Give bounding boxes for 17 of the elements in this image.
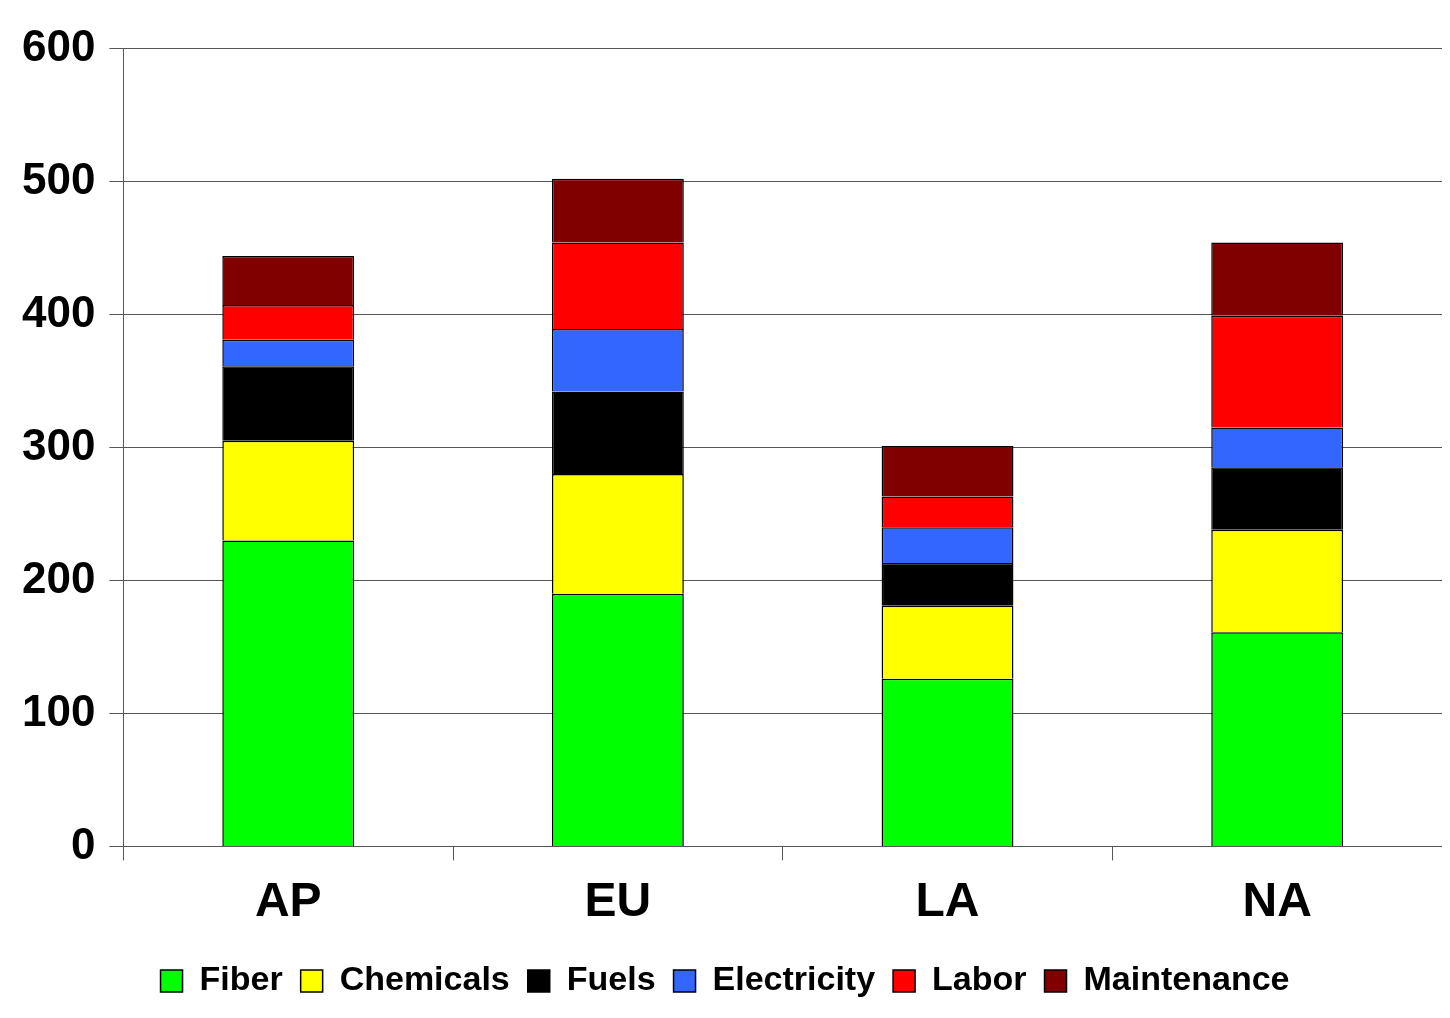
y-tick-label: 200 — [21, 552, 96, 602]
x-tick-label: EU — [584, 873, 652, 927]
legend-label: Labor — [932, 959, 1027, 998]
y-tick-label: 0 — [70, 818, 96, 868]
y-tick-label: 600 — [21, 20, 96, 70]
x-tick-label: LA — [915, 873, 980, 927]
legend-label: Chemicals — [339, 959, 510, 998]
x-tick-label: NA — [1242, 873, 1312, 927]
y-tick-label: 100 — [21, 685, 96, 735]
y-tick-label: 300 — [21, 419, 96, 469]
legend-label: Fuels — [566, 959, 656, 998]
legend-label: Maintenance — [1083, 959, 1290, 998]
x-tick-label: AP — [254, 873, 322, 927]
legend-label: Electricity — [712, 959, 876, 998]
legend-label: Fiber — [199, 959, 283, 998]
y-tick-label: 400 — [21, 286, 96, 336]
y-tick-label: 500 — [21, 153, 96, 203]
